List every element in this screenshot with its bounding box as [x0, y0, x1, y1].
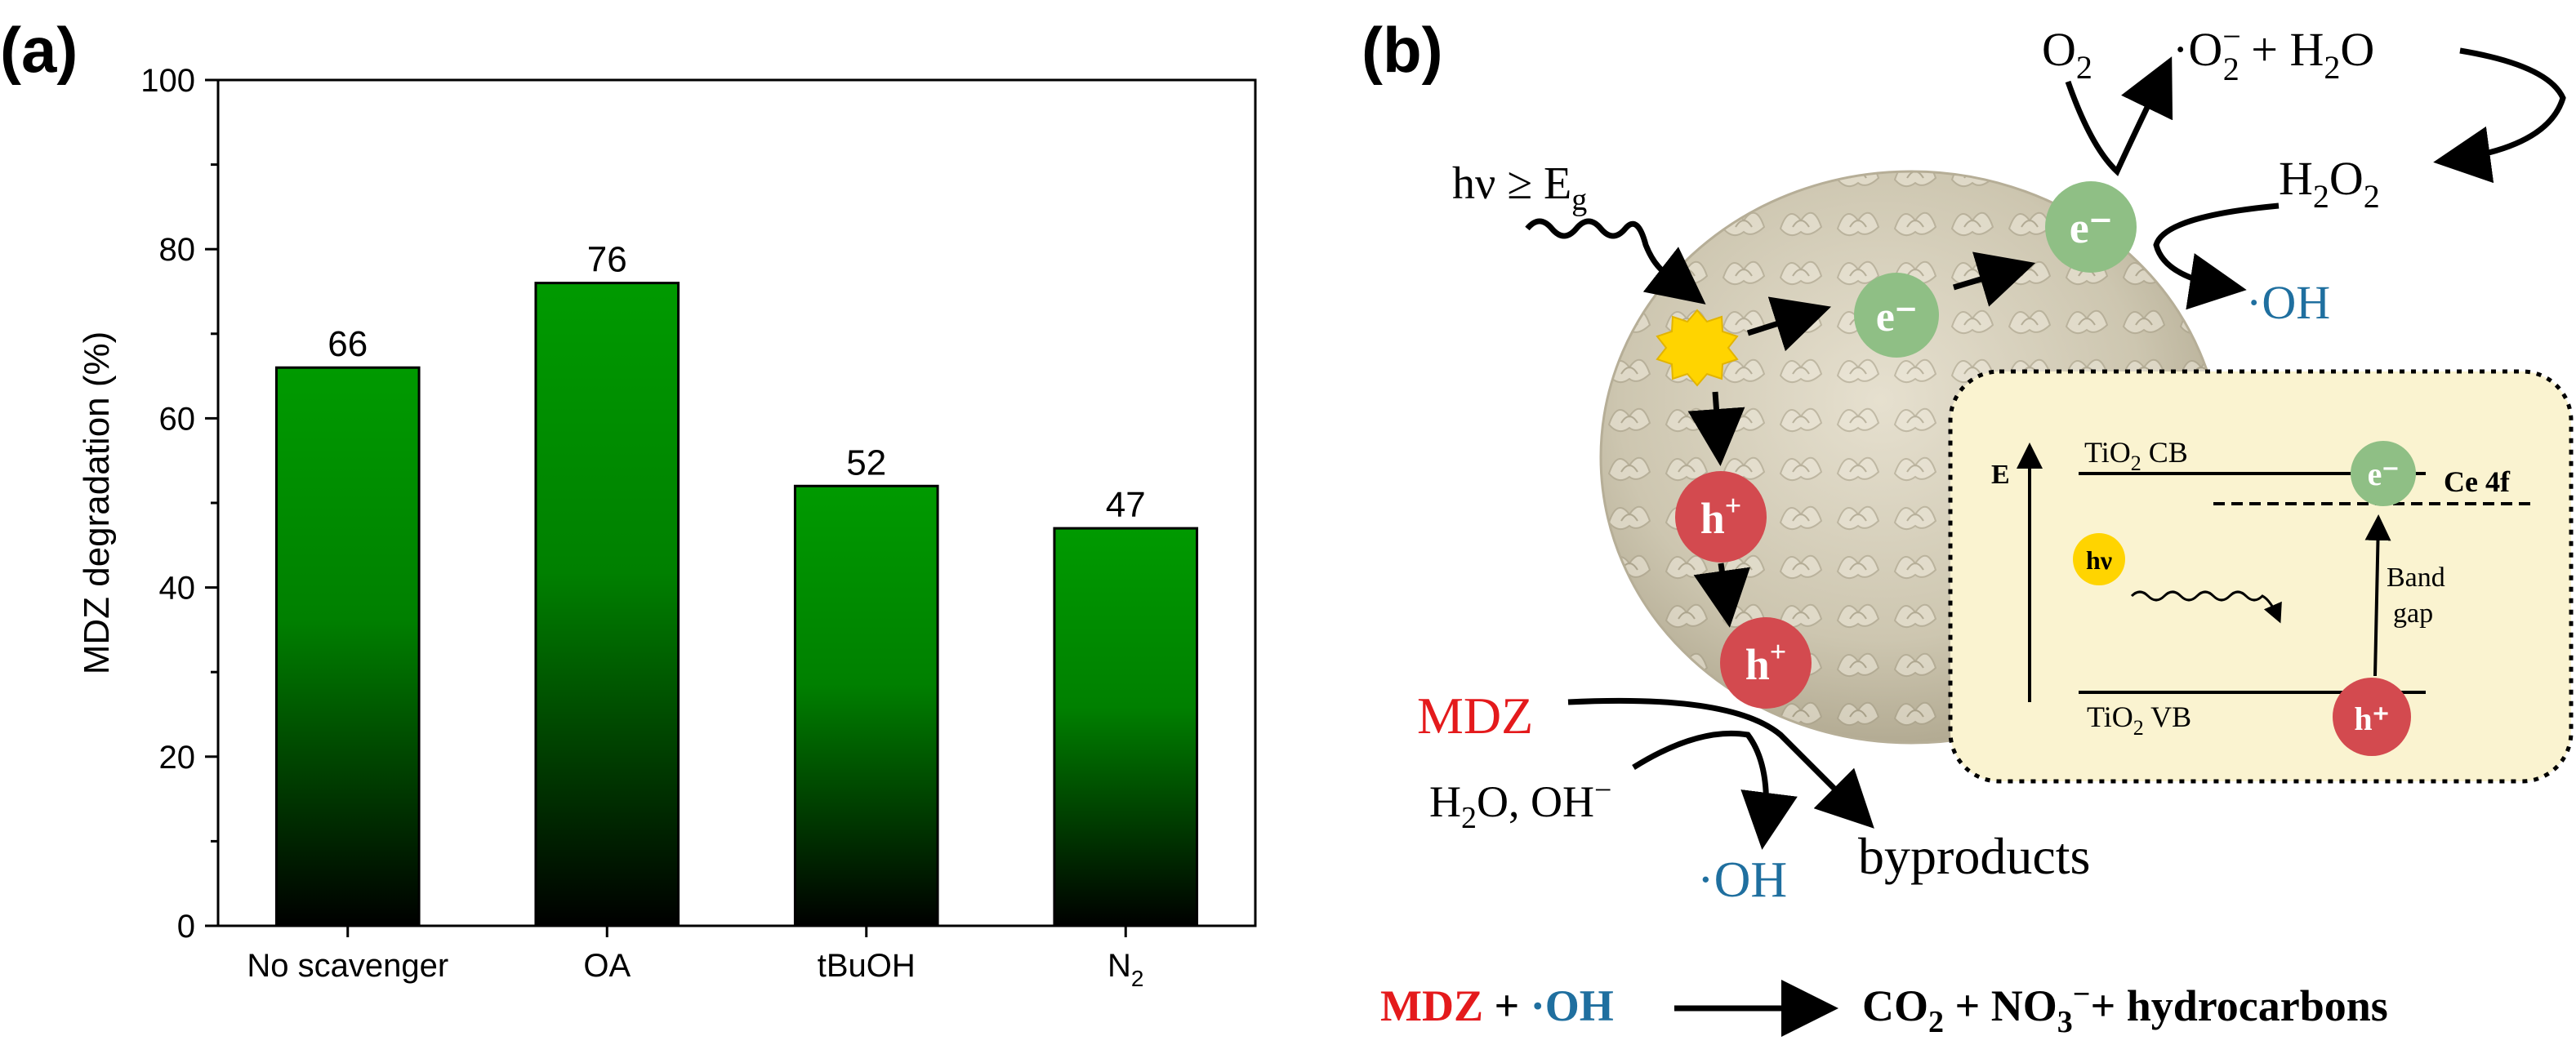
overall-reaction: MDZ + ·OH CO2 + NO3−+ hydrocarbons	[1380, 977, 2388, 1039]
y-axis-label: MDZ degradation (%)	[77, 331, 117, 675]
x-tick-label: tBuOH	[818, 948, 916, 984]
photon-wave-arrow	[2130, 590, 2282, 624]
bar-no-scavenger	[274, 366, 421, 927]
valence-band-label: TiO2 VB	[2087, 700, 2191, 740]
bar-tbuoh	[793, 484, 939, 927]
panel-a: (a) 0 20 40 60 80 100 MDZ degradation (%) 66 7…	[0, 14, 1257, 991]
bars	[274, 282, 1199, 927]
energy-axis-label: E	[1991, 460, 2010, 490]
bar-n2	[1053, 527, 1199, 927]
sun-icon	[1656, 309, 1739, 387]
x-tick-label: N2	[1108, 948, 1143, 991]
superoxide-equation: ·O− 2 + H2O	[2173, 18, 2374, 87]
ce4f-label: Ce 4f	[2444, 465, 2511, 498]
y-tick-label: 60	[159, 401, 196, 437]
x-tick-label: OA	[583, 948, 631, 984]
inset-electron: e⁻	[2351, 441, 2416, 506]
inset-hole: h⁺	[2333, 678, 2411, 756]
svg-text:CO2 + NO3−+ hydrocarbons: CO2 + NO3−+ hydrocarbons	[1862, 977, 2388, 1039]
arrow-mdz-to-byproducts	[1567, 697, 1874, 829]
conduction-band-label: TiO2 CB	[2084, 436, 2188, 475]
hydroxyl-radical-top: ·OH	[2246, 276, 2330, 329]
byproducts-label: byproducts	[1858, 827, 2090, 885]
arrow-water-to-oh	[1632, 730, 1798, 850]
y-axis: 0 20 40 60 80 100	[140, 63, 218, 945]
light-energy-label: hν ≥ Eg	[1452, 158, 1587, 217]
band-gap-label-line1: Band	[2387, 563, 2445, 593]
oxygen-label: O2	[2042, 23, 2092, 86]
hydroxyl-radical-bottom: ·OH	[1697, 852, 1787, 908]
x-axis: No scavenger OA tBuOH N2	[247, 926, 1143, 991]
y-tick-label: 20	[159, 740, 196, 776]
water-hydroxide-label: H2O, OH−	[1429, 773, 1611, 835]
x-tick-label: No scavenger	[247, 948, 448, 984]
band-gap-arrow	[2364, 514, 2391, 677]
svg-text:e⁻: e⁻	[1876, 294, 1918, 340]
svg-text:h⁺: h⁺	[2354, 700, 2389, 737]
y-tick-label: 100	[140, 63, 195, 99]
svg-text:h+: h+	[1700, 489, 1742, 543]
panel-a-label: (a)	[0, 14, 78, 86]
band-gap-label-line2: gap	[2393, 598, 2433, 629]
bar-value-labels: 66 76 52 47	[328, 240, 1145, 525]
bar-value-label: 76	[587, 240, 627, 280]
arrow-to-h2o2	[2433, 47, 2566, 184]
y-tick-label: 0	[177, 909, 195, 945]
y-tick-label: 80	[159, 232, 196, 268]
arrow-electron-migration	[1952, 251, 2036, 307]
bar-value-label: 52	[846, 443, 886, 483]
arrow-h2o2-to-oh	[2153, 202, 2280, 310]
arrow-o2-reduction	[2065, 56, 2173, 176]
panel-b: (b) hν ≥ Eg e⁻ e⁻ h+	[1362, 14, 2574, 1039]
bar-value-label: 66	[328, 324, 368, 364]
y-tick-label: 40	[159, 571, 196, 607]
arrow-hole-migration	[1693, 563, 1750, 628]
electron-particle-2: e⁻	[2045, 181, 2137, 273]
svg-text:MDZ + ·OH: MDZ + ·OH	[1380, 981, 1614, 1030]
hole-particle-2: h+	[1720, 617, 1812, 709]
bar-chart: 0 20 40 60 80 100 MDZ degradation (%) 66 76 52 4…	[77, 63, 1257, 991]
photon-marker: hν	[2073, 533, 2125, 585]
h2o2-label: H2O2	[2279, 152, 2380, 215]
electron-particle-1: e⁻	[1854, 273, 1939, 358]
panel-b-label: (b)	[1362, 14, 1443, 86]
svg-text:e⁻: e⁻	[2368, 456, 2400, 492]
svg-text:e⁻: e⁻	[2070, 203, 2112, 252]
svg-text:h+: h+	[1745, 635, 1787, 689]
hole-particle-1: h+	[1675, 471, 1767, 563]
bar-oa	[534, 282, 680, 927]
svg-text:hν: hν	[2086, 545, 2112, 575]
arrow-sun-to-hole	[1687, 391, 1745, 466]
light-wave-arrow	[1525, 218, 1706, 305]
band-diagram-inset: E TiO2 CB Ce 4f TiO2 VB hν e⁻ h⁺ Band	[1948, 369, 2574, 784]
arrow-sun-to-electron	[1746, 296, 1832, 352]
mdz-label: MDZ	[1417, 687, 1533, 745]
bar-value-label: 47	[1106, 485, 1146, 525]
